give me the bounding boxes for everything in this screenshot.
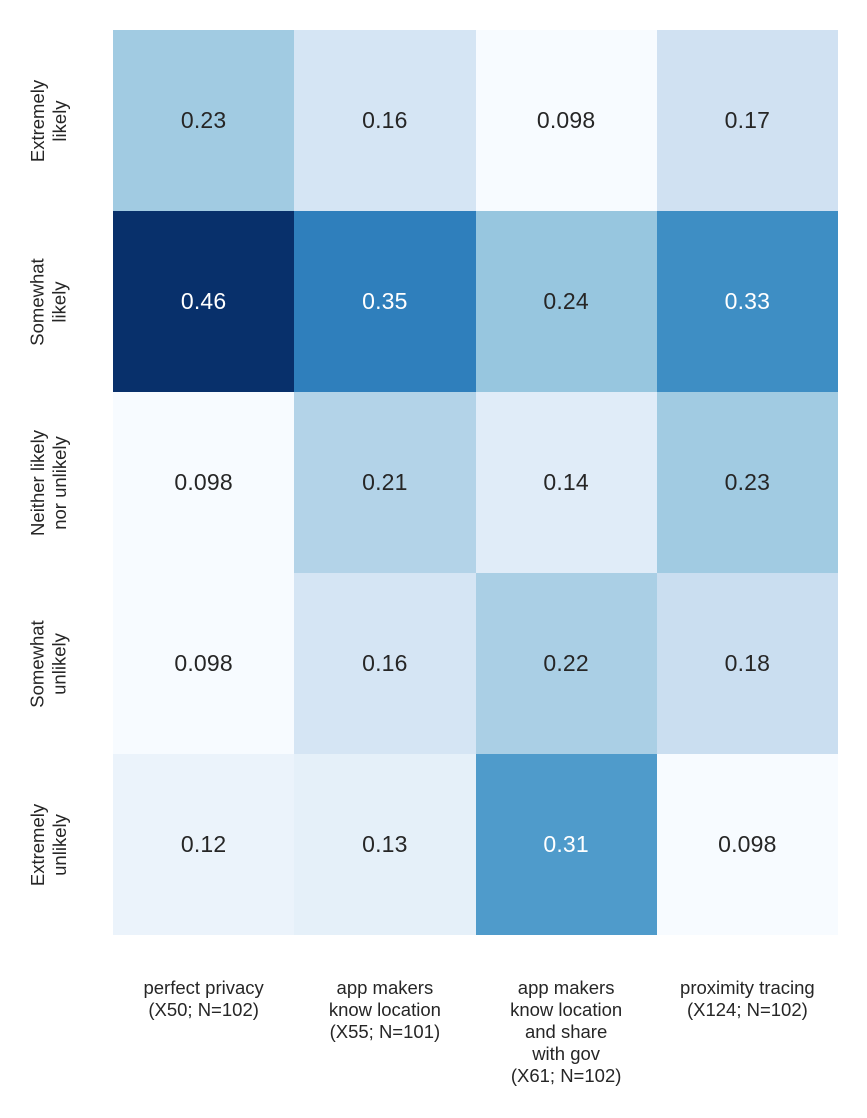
cell-value-label: 0.22 <box>543 650 589 676</box>
cell-value-label: 0.098 <box>536 107 596 133</box>
heatmap-cell: 0.21 <box>294 392 476 573</box>
y-tick-label: Somewhat unlikely <box>0 573 98 754</box>
cell-value-label: 0.35 <box>362 288 408 314</box>
cell-value-label: 0.21 <box>362 469 408 495</box>
heatmap-cell: 0.13 <box>294 754 476 935</box>
x-tick-label: app makers know location and share with … <box>510 977 623 1086</box>
x-tick-label: perfect privacy (X50; N=102) <box>143 977 264 1020</box>
cell-value-label: 0.23 <box>724 469 771 495</box>
cell-value-label: 0.24 <box>543 288 589 314</box>
y-tick-label: Extremely likely <box>0 30 98 211</box>
heatmap-cell: 0.24 <box>475 211 657 392</box>
y-tick-label: Extremely unlikely <box>0 754 98 935</box>
heatmap-cell: 0.098 <box>113 392 295 573</box>
y-tick-label-text: Extremely unlikely <box>27 803 70 886</box>
cell-value-label: 0.098 <box>718 831 777 857</box>
cell-value-label: 0.13 <box>362 831 408 857</box>
cell-value-label: 0.23 <box>180 107 227 133</box>
heatmap-cell: 0.14 <box>475 392 657 573</box>
cell-value-label: 0.098 <box>174 469 233 495</box>
heatmap-cell: 0.16 <box>294 573 476 754</box>
y-tick-label: Somewhat likely <box>0 211 98 392</box>
cell-value-label: 0.33 <box>724 288 771 314</box>
heatmap-cell: 0.46 <box>113 211 295 392</box>
heatmap-cell: 0.12 <box>113 754 295 935</box>
heatmap-cell: 0.33 <box>656 211 838 392</box>
y-tick-label-text: Somewhat likely <box>27 257 70 346</box>
y-tick-label-text: Somewhat unlikely <box>27 619 70 708</box>
heatmap-cell: 0.098 <box>475 30 657 211</box>
heatmap-cell: 0.35 <box>294 211 476 392</box>
cell-value-label: 0.16 <box>362 650 408 676</box>
heatmap-cell: 0.23 <box>656 392 838 573</box>
cell-value-label: 0.31 <box>543 831 589 857</box>
y-tick-label-text: Neither likely nor unlikely <box>27 429 70 536</box>
heatmap-grid: 0.23 0.16 0.098 0.17 0.46 0.35 0.24 0.33 0.098 0.… <box>113 30 838 935</box>
heatmap-cell: 0.31 <box>475 754 657 935</box>
y-tick-label: Neither likely nor unlikely <box>0 392 98 573</box>
x-tick-label: proximity tracing (X124; N=102) <box>680 977 815 1020</box>
cell-value-label: 0.46 <box>180 288 227 314</box>
cell-value-label: 0.14 <box>543 469 589 495</box>
heatmap-cell: 0.098 <box>656 754 838 935</box>
cell-value-label: 0.098 <box>174 650 233 676</box>
cell-value-label: 0.18 <box>724 650 771 676</box>
heatmap-cell: 0.18 <box>656 573 838 754</box>
x-tick-label: app makers know location (X55; N=101) <box>328 977 441 1042</box>
cell-value-label: 0.12 <box>180 831 227 857</box>
heatmap-cell: 0.23 <box>113 30 295 211</box>
heatmap-cell: 0.098 <box>113 573 295 754</box>
cell-value-label: 0.17 <box>724 107 771 133</box>
y-tick-label-text: Extremely likely <box>27 79 70 162</box>
heatmap-cell: 0.17 <box>656 30 838 211</box>
heatmap-cell: 0.22 <box>475 573 657 754</box>
heatmap-cell: 0.16 <box>294 30 476 211</box>
cell-value-label: 0.16 <box>362 107 408 133</box>
